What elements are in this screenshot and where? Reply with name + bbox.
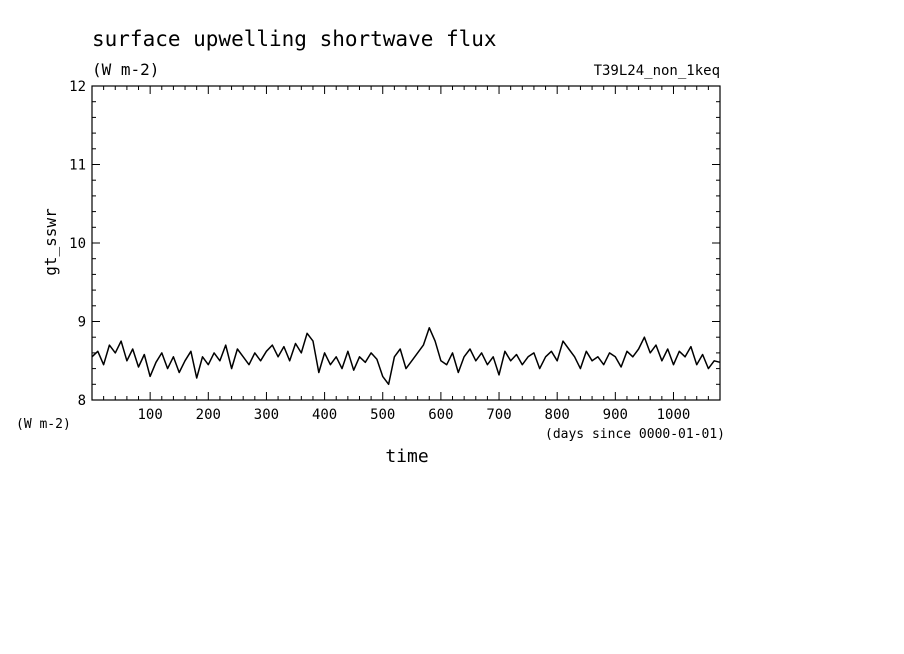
x-tick-label: 600 [428, 407, 453, 423]
series-line [91, 327, 721, 386]
y-tick-label: 12 [69, 79, 86, 95]
chart-subtitle: (W m-2) [92, 60, 159, 79]
x-axis-label: time [385, 446, 428, 467]
x-tick-label: 500 [370, 407, 395, 423]
x-tick-label: 1000 [657, 407, 691, 423]
plot-area: 100 200 300 400 500 600 700 800 900 1000 8 9 10 11 12 [69, 79, 721, 423]
x-tick-label: 400 [312, 407, 337, 423]
x-tick-label: 100 [137, 407, 162, 423]
y-unit-label: (W m-2) [16, 417, 71, 432]
x-tick-label: 700 [486, 407, 511, 423]
x-tick-label: 300 [254, 407, 279, 423]
y-axis-label: gt_sswr [41, 208, 60, 276]
y-tick-label: 10 [69, 236, 86, 252]
x-tick-label: 900 [603, 407, 628, 423]
y-tick-label: 11 [69, 158, 86, 174]
y-tick-label: 9 [78, 315, 86, 331]
x-tick-label: 200 [196, 407, 221, 423]
y-tick-label: 8 [78, 393, 86, 409]
x-tick-label: 800 [545, 407, 570, 423]
x-unit-label: (days since 0000-01-01) [545, 427, 725, 442]
run-label: T39L24_non_1keq [594, 63, 720, 79]
chart-title: surface upwelling shortwave flux [92, 27, 497, 51]
